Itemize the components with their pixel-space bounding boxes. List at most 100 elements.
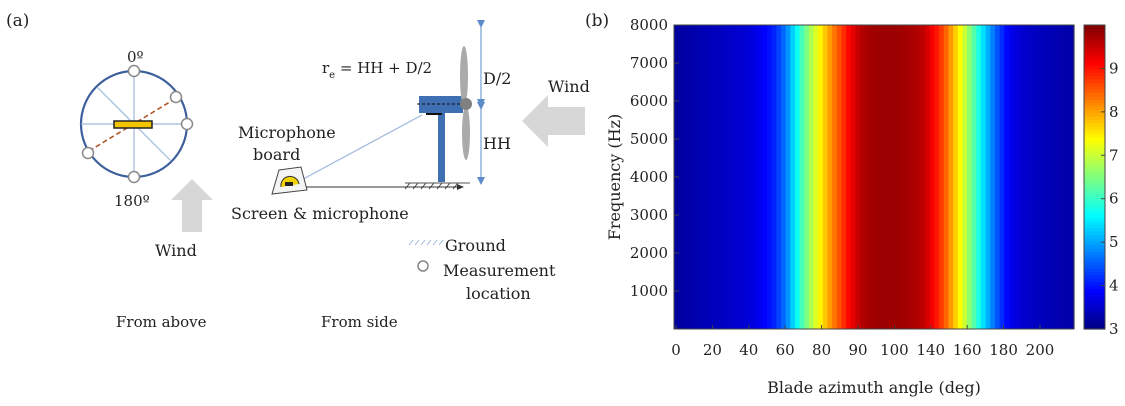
colorbar-tick-label: 4 <box>1109 277 1119 295</box>
colorbar-segment <box>1084 72 1105 77</box>
heatmap-column <box>948 25 954 329</box>
colorbar-segment <box>1084 41 1105 46</box>
heatmap-column <box>757 25 763 329</box>
panel-a-label: (a) <box>6 11 29 31</box>
x-tick-label: 140 <box>916 341 945 359</box>
colorbar <box>1083 24 1106 330</box>
colorbar-segment <box>1084 274 1105 279</box>
caption-from-side: From side <box>321 313 398 331</box>
colorbar-segment <box>1084 143 1105 148</box>
colorbar-segment <box>1084 247 1105 252</box>
heatmap-column <box>943 25 950 329</box>
rotor-blade-lower <box>462 106 470 160</box>
x-tick-label: 180 <box>989 341 1018 359</box>
x-tick-label: 60 <box>776 341 795 359</box>
heatmap-column <box>901 25 908 329</box>
y-axis: 1000 2000 3000 4000 5000 6000 7000 8000 <box>630 16 679 300</box>
x-tick-label: 90 <box>848 341 867 359</box>
colorbar-segment <box>1084 119 1105 124</box>
side-wind-label: Wind <box>548 77 590 96</box>
radius-formula: re = HH + D/2 <box>322 59 432 81</box>
angle-180-label: 180º <box>114 192 150 210</box>
heatmap-column <box>804 25 810 329</box>
x-tick-label: 80 <box>812 341 831 359</box>
colorbar-segment <box>1084 65 1105 70</box>
heatmap-column <box>822 25 829 329</box>
y-tick-label: 7000 <box>630 54 668 72</box>
colorbar-segment <box>1084 264 1105 269</box>
heatmap-column <box>850 25 856 329</box>
side-view-diagram <box>271 20 585 272</box>
colorbar-segment <box>1084 261 1105 266</box>
heatmap-column <box>836 25 843 329</box>
hh-label: HH <box>483 134 511 153</box>
microphone-icon <box>285 182 293 186</box>
heatmap-column <box>971 25 977 329</box>
heatmap-column <box>692 25 698 329</box>
measurement-point-1 <box>169 90 183 104</box>
colorbar-segment <box>1084 99 1105 104</box>
heatmap-column <box>892 25 898 329</box>
heatmap-column <box>780 25 787 329</box>
colorbar-segment <box>1084 187 1105 192</box>
colorbar-axis: 3 4 5 6 7 8 9 <box>1101 59 1119 338</box>
heatmap-column <box>725 25 731 329</box>
colorbar-segment <box>1084 156 1105 161</box>
colorbar-segment <box>1084 220 1105 225</box>
heatmap-column <box>808 25 815 329</box>
colorbar-segment <box>1084 325 1105 330</box>
heatmap-column <box>906 25 912 329</box>
colorbar-segment <box>1084 190 1105 195</box>
colorbar-segment <box>1084 271 1105 276</box>
colorbar-segment <box>1084 170 1105 175</box>
colorbar-segment <box>1084 231 1105 236</box>
heatmap-column <box>701 25 708 329</box>
colorbar-segment <box>1084 129 1105 134</box>
colorbar-segment <box>1084 204 1105 208</box>
x-tick-label: 40 <box>739 341 758 359</box>
y-axis-label: Frequency (Hz) <box>605 114 624 241</box>
colorbar-segment <box>1084 251 1105 256</box>
colorbar-segment <box>1084 244 1105 249</box>
heatmap-column <box>748 25 754 329</box>
heatmap-column <box>878 25 884 329</box>
heatmap-column <box>813 25 819 329</box>
ground-hatching <box>404 182 459 190</box>
ground-legend-label: Ground <box>445 236 506 255</box>
x-tick-label: 20 <box>703 341 722 359</box>
ground-legend-icon <box>408 239 444 246</box>
colorbar-segment <box>1084 149 1105 154</box>
heatmap-column <box>967 25 973 329</box>
heatmap-column <box>683 25 689 329</box>
sight-line <box>293 114 423 185</box>
colorbar-segment <box>1084 31 1105 36</box>
colorbar-segment <box>1084 153 1105 158</box>
turbine-nacelle-top <box>113 120 153 129</box>
panel-b: (b) 1000 2000 3000 4000 5000 6000 7000 8000 0 20… <box>585 11 1119 397</box>
heatmap-column <box>911 25 917 329</box>
angle-0-label: 0º <box>127 48 144 66</box>
x-tick-label: 200 <box>1026 341 1055 359</box>
colorbar-tick-label: 9 <box>1109 59 1119 77</box>
colorbar-segment <box>1084 227 1105 232</box>
microphone-board-label-2: board <box>253 145 300 164</box>
colorbar-segment <box>1084 133 1105 138</box>
heatmap-column <box>953 25 959 329</box>
colorbar-segment <box>1084 234 1105 239</box>
colorbar-segment <box>1084 295 1105 300</box>
measurement-legend-label-2: location <box>466 284 531 303</box>
heatmap-column <box>855 25 861 329</box>
heatmap-column <box>869 25 875 329</box>
heatmap-column <box>753 25 759 329</box>
colorbar-segment <box>1084 305 1105 310</box>
top-wind-label: Wind <box>155 241 197 260</box>
heatmap-column <box>1022 25 1029 329</box>
colorbar-tick-label: 3 <box>1109 320 1119 338</box>
panel-a: (a) 0º 180º Wind From above <box>6 11 590 331</box>
colorbar-segment <box>1084 291 1105 296</box>
colorbar-segment <box>1084 315 1105 320</box>
colorbar-segment <box>1084 285 1105 290</box>
colorbar-segment <box>1084 163 1105 168</box>
colorbar-segment <box>1084 288 1105 293</box>
